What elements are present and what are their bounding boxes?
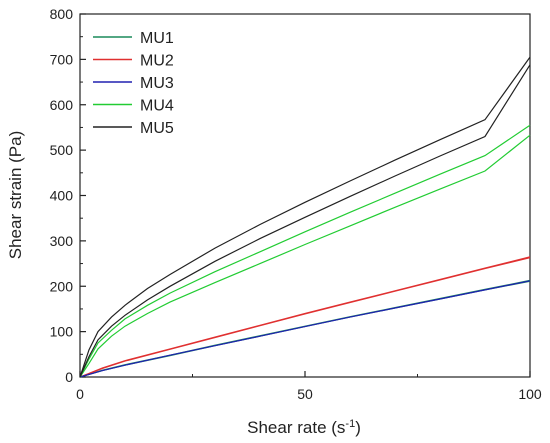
series-line-mu5 [79,64,531,378]
series-layer [79,56,531,378]
series-line-mu4 [79,134,531,378]
y-tick-label: 700 [50,51,74,67]
legend-label: MU2 [140,53,174,70]
legend-label: MU1 [140,30,174,47]
x-tick-label: 50 [297,386,313,402]
legend-label: MU5 [140,120,174,137]
series-mu3 [79,280,531,378]
x-axis: 0 50 100 [76,371,542,402]
series-line-mu4 [79,124,531,378]
legend-label: MU4 [140,98,174,115]
y-tick-label: 400 [50,188,74,204]
series-line-mu2 [79,257,531,378]
series-line-mu3 [79,280,531,378]
y-tick-label: 0 [65,369,73,385]
y-tick-label: 500 [50,142,74,158]
series-mu5 [79,56,531,378]
x-tick-label: 0 [76,386,84,402]
series-mu4 [79,124,531,378]
series-line-mu5 [79,56,531,378]
series-mu2 [79,256,531,378]
legend-label: MU3 [140,75,174,92]
y-axis: 0 100 200 300 400 500 600 700 800 [50,6,86,385]
series-line-mu1 [79,280,531,378]
y-tick-label: 800 [50,6,74,22]
y-tick-label: 300 [50,233,74,249]
y-tick-label: 200 [50,278,74,294]
x-axis-label: Shear rate (s-1) [247,418,361,437]
x-tick-label: 100 [518,386,542,402]
legend: MU1 MU2 MU3 MU4 MU5 [93,30,174,137]
y-tick-label: 600 [50,97,74,113]
y-tick-label: 100 [50,324,74,340]
y-axis-label: Shear strain (Pa) [6,131,25,260]
